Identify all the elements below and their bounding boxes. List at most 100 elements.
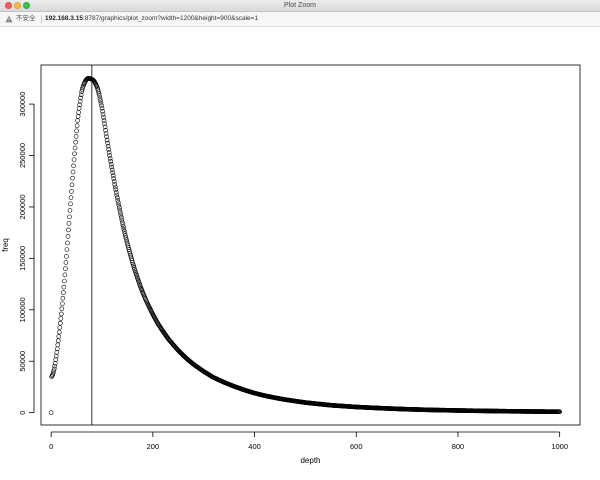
data-point	[66, 221, 72, 226]
data-point	[59, 306, 65, 312]
data-point	[65, 234, 71, 239]
data-point	[67, 208, 73, 213]
data-point	[74, 123, 80, 128]
data-point	[69, 182, 75, 188]
data-point	[115, 197, 121, 203]
data-point	[79, 87, 85, 92]
data-point	[104, 134, 109, 140]
data-point	[70, 175, 75, 181]
data-point	[108, 158, 113, 164]
y-tick-label: 100000	[18, 297, 27, 322]
maximize-icon[interactable]	[23, 2, 30, 9]
data-point	[73, 139, 78, 145]
y-axis-label: freq	[1, 238, 10, 252]
x-tick-label: 800	[452, 442, 465, 451]
y-axis: 0 50000 100000 150000 200000 250000 300000	[18, 92, 35, 415]
data-point	[117, 205, 122, 210]
data-point	[113, 190, 119, 195]
scatter-plot: 0 200 400 600 800 1000 0 50000 100000 150000 2000…	[1, 64, 581, 465]
data-point	[57, 325, 63, 330]
data-point	[59, 311, 64, 317]
data-point	[65, 240, 70, 246]
data-point	[101, 115, 106, 120]
data-point	[69, 189, 74, 194]
data-point	[99, 105, 105, 111]
close-icon[interactable]	[5, 2, 12, 9]
data-point	[112, 182, 118, 187]
data-point	[55, 342, 61, 348]
data-point	[63, 266, 68, 271]
x-tick-label: 1000	[551, 442, 568, 451]
url-text[interactable]: 192.168.3.15:8787/graphics/plot_zoom?wid…	[45, 12, 258, 26]
data-point	[57, 329, 62, 335]
data-point	[105, 143, 111, 149]
data-point	[106, 147, 111, 152]
data-point	[121, 224, 126, 230]
data-point	[119, 217, 125, 223]
data-point	[51, 368, 57, 374]
data-point	[52, 360, 58, 366]
data-point	[102, 121, 107, 126]
data-point	[53, 357, 59, 362]
data-point	[120, 220, 125, 225]
data-point	[50, 370, 56, 376]
warning-icon	[5, 15, 13, 23]
data-point	[107, 153, 112, 158]
data-point	[67, 214, 72, 220]
data-point	[61, 284, 67, 290]
data-point	[107, 156, 113, 161]
x-tick-label: 400	[248, 442, 261, 451]
data-point	[121, 226, 127, 232]
data-point	[56, 334, 62, 339]
data-point	[105, 140, 110, 146]
data-point	[114, 195, 120, 200]
data-point	[76, 105, 82, 111]
data-point	[106, 150, 112, 155]
data-point	[62, 278, 67, 284]
data-point	[60, 295, 66, 301]
title-bar[interactable]: Plot Zoom	[0, 0, 600, 12]
data-point	[62, 272, 68, 278]
data-point	[76, 110, 81, 115]
data-point	[78, 95, 83, 101]
data-point	[120, 222, 126, 227]
data-point	[97, 93, 102, 99]
data-point	[117, 207, 123, 213]
data-point	[103, 127, 108, 133]
data-point	[119, 215, 124, 220]
data-point	[61, 290, 66, 295]
plot-area: 0 200 400 600 800 1000 0 50000 100000 150000 2000…	[0, 27, 600, 475]
data-point	[78, 92, 84, 98]
data-point	[48, 410, 54, 415]
y-tick-label: 250000	[18, 143, 27, 168]
data-point	[71, 163, 76, 169]
data-point	[68, 201, 73, 207]
data-point	[109, 167, 115, 173]
data-point	[98, 100, 104, 106]
x-tick-label: 0	[49, 442, 53, 451]
data-point	[113, 187, 119, 192]
data-point	[66, 227, 71, 233]
data-point	[108, 161, 114, 167]
data-point	[75, 118, 80, 123]
data-point	[71, 157, 77, 162]
data-point	[52, 363, 58, 369]
data-point	[77, 102, 82, 108]
data-point	[99, 103, 104, 108]
address-bar[interactable]: 不安全 192.168.3.15:8787/graphics/plot_zoom…	[0, 12, 600, 27]
minimize-icon[interactable]	[14, 2, 21, 9]
data-point	[51, 366, 57, 372]
data-point	[97, 95, 103, 101]
data-point	[70, 169, 76, 175]
data-point	[122, 231, 128, 236]
y-tick-label: 0	[18, 411, 27, 415]
data-point	[72, 151, 77, 157]
url-host: 192.168.3.15	[45, 15, 83, 22]
data-point	[96, 91, 102, 97]
data-point	[123, 235, 129, 241]
data-point	[63, 260, 69, 265]
address-separator	[41, 15, 42, 23]
data-point	[100, 112, 106, 117]
data-point	[109, 164, 114, 170]
